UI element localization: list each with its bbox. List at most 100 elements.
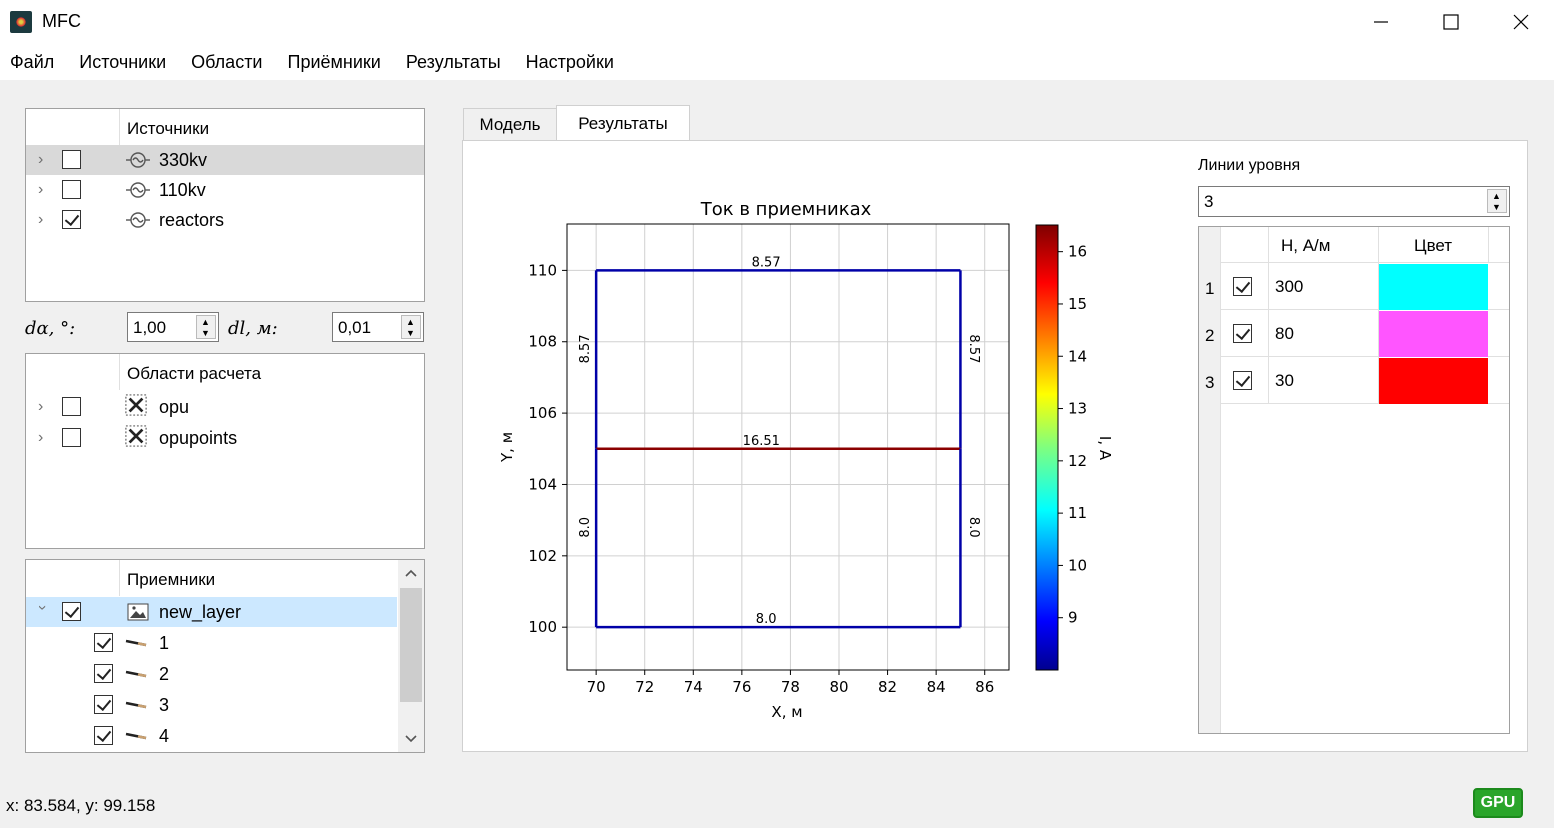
receiver-checkbox[interactable] [94, 664, 113, 683]
receiver-row[interactable]: 2 [26, 659, 397, 689]
level-value[interactable]: 300 [1275, 277, 1304, 296]
line-value-label: 8.0 [578, 517, 593, 538]
menu-receivers[interactable]: Приёмники [287, 51, 381, 72]
receivers-tree[interactable]: Приемники › new_layer 1 2 3 4 [25, 559, 425, 753]
scroll-up-icon[interactable] [405, 568, 417, 578]
spin-arrows-icon[interactable]: ▲ ▼ [196, 315, 216, 339]
sources-header-label: Источники [127, 119, 210, 138]
levels-table[interactable]: H, А/м Цвет 1 300 2 80 3 30 [1198, 226, 1510, 734]
receivers-header: Приемники [26, 560, 424, 596]
chart-title: Ток в приемниках [700, 199, 872, 220]
expand-arrow-icon[interactable]: › [38, 398, 44, 415]
minimize-button[interactable] [1346, 0, 1416, 44]
menu-file[interactable]: Файл [10, 51, 55, 72]
area-row[interactable]: › opu [26, 392, 424, 422]
level-value[interactable]: 80 [1275, 324, 1294, 343]
menu-areas[interactable]: Области [191, 51, 263, 72]
level-index: 3 [1205, 373, 1215, 392]
receiver-label: 2 [159, 664, 170, 684]
line-receiver-icon [125, 670, 147, 678]
menu-sources[interactable]: Источники [79, 51, 167, 72]
layer-label: new_layer [159, 602, 242, 622]
area-label: opu [159, 397, 190, 417]
y-tick-label: 104 [528, 475, 557, 493]
expand-arrow-icon[interactable]: › [38, 211, 44, 228]
colorbar-label: I, А [1096, 436, 1114, 461]
current-chart[interactable]: Ток в приемниках 8.57 8.57 8.57 16.51 8.0 8.0… [490, 190, 1130, 730]
receiver-checkbox[interactable] [94, 633, 113, 652]
level-color-swatch[interactable] [1379, 358, 1488, 404]
level-color-swatch[interactable] [1379, 264, 1488, 310]
layer-checkbox[interactable] [62, 602, 81, 621]
tab-model[interactable]: Модель [463, 108, 557, 141]
scroll-thumb[interactable] [400, 588, 422, 702]
source-label: reactors [159, 210, 225, 230]
expand-arrow-icon[interactable]: › [38, 151, 44, 168]
column-header-color[interactable]: Цвет [1414, 236, 1453, 255]
colorbar [1035, 224, 1059, 671]
expand-arrow-icon[interactable]: › [38, 429, 44, 446]
level-value[interactable]: 30 [1275, 371, 1294, 390]
level-row[interactable] [1221, 310, 1509, 357]
colorbar-tick-label: 14 [1068, 347, 1087, 365]
menu-settings[interactable]: Настройки [525, 51, 614, 72]
receiver-row[interactable]: 3 [26, 690, 397, 720]
x-tick-label: 76 [732, 678, 751, 696]
receiver-row[interactable]: 1 [26, 628, 397, 658]
level-color-swatch[interactable] [1379, 311, 1488, 357]
y-tick-label: 108 [528, 333, 557, 351]
level-checkbox[interactable] [1233, 324, 1252, 343]
x-tick-label: 74 [684, 678, 703, 696]
column-header-h[interactable]: H, А/м [1281, 236, 1331, 255]
source-icon [126, 182, 150, 198]
line-receiver-icon [125, 701, 147, 709]
area-label: opupoints [159, 428, 238, 448]
area-row[interactable]: › opupoints [26, 423, 424, 453]
line-receiver-icon [125, 732, 147, 740]
tab-results[interactable]: Результаты [556, 105, 690, 141]
source-checkbox[interactable] [62, 180, 81, 199]
level-checkbox[interactable] [1233, 371, 1252, 390]
spin-arrows-icon[interactable]: ▲ ▼ [401, 315, 421, 339]
level-row[interactable] [1221, 357, 1509, 404]
receiver-row[interactable]: 4 [26, 721, 397, 751]
scroll-down-icon[interactable] [405, 734, 417, 744]
y-tick-label: 110 [528, 261, 557, 279]
receiver-checkbox[interactable] [94, 695, 113, 714]
menu-bar: Файл Источники Области Приёмники Результ… [0, 44, 1554, 80]
da-spinbox[interactable]: 1,00 ▲ ▼ [127, 312, 219, 342]
level-row[interactable] [1221, 263, 1509, 310]
step-params: dα, °: 1,00 ▲ ▼ dl, м: 0,01 ▲ ▼ [25, 312, 425, 346]
x-tick-label: 72 [635, 678, 654, 696]
maximize-button[interactable] [1416, 0, 1486, 44]
image-layer-icon [127, 603, 149, 621]
level-checkbox[interactable] [1233, 277, 1252, 296]
y-tick-label: 106 [528, 404, 557, 422]
x-tick-label: 80 [829, 678, 848, 696]
menu-results[interactable]: Результаты [405, 51, 501, 72]
x-tick-label: 84 [927, 678, 946, 696]
area-checkbox[interactable] [62, 397, 81, 416]
source-row[interactable]: › reactors [26, 205, 424, 235]
source-checkbox[interactable] [62, 150, 81, 169]
receiver-layer-row[interactable]: › new_layer [26, 597, 397, 627]
source-row[interactable]: › 330kv [26, 145, 424, 175]
sources-tree[interactable]: Источники › 330kv › 110kv › reactors [25, 108, 425, 302]
collapse-arrow-icon[interactable]: › [34, 605, 51, 611]
levels-count-spinbox[interactable]: 3 ▲ ▼ [1198, 186, 1510, 217]
area-checkbox[interactable] [62, 428, 81, 447]
line-value-label: 8.57 [966, 334, 981, 363]
close-button[interactable] [1486, 0, 1554, 44]
dl-spinbox[interactable]: 0,01 ▲ ▼ [332, 312, 424, 342]
areas-tree[interactable]: Области расчета › opu › opupoints [25, 353, 425, 549]
source-label: 110kv [159, 180, 206, 200]
receiver-checkbox[interactable] [94, 726, 113, 745]
receivers-scrollbar[interactable] [398, 560, 424, 752]
source-row[interactable]: › 110kv [26, 175, 424, 205]
gpu-badge: GPU [1473, 788, 1523, 818]
receiver-label: 1 [159, 633, 170, 653]
expand-arrow-icon[interactable]: › [38, 181, 44, 198]
receiver-label: 3 [159, 695, 170, 715]
spin-arrows-icon[interactable]: ▲ ▼ [1487, 189, 1507, 213]
source-checkbox[interactable] [62, 210, 81, 229]
